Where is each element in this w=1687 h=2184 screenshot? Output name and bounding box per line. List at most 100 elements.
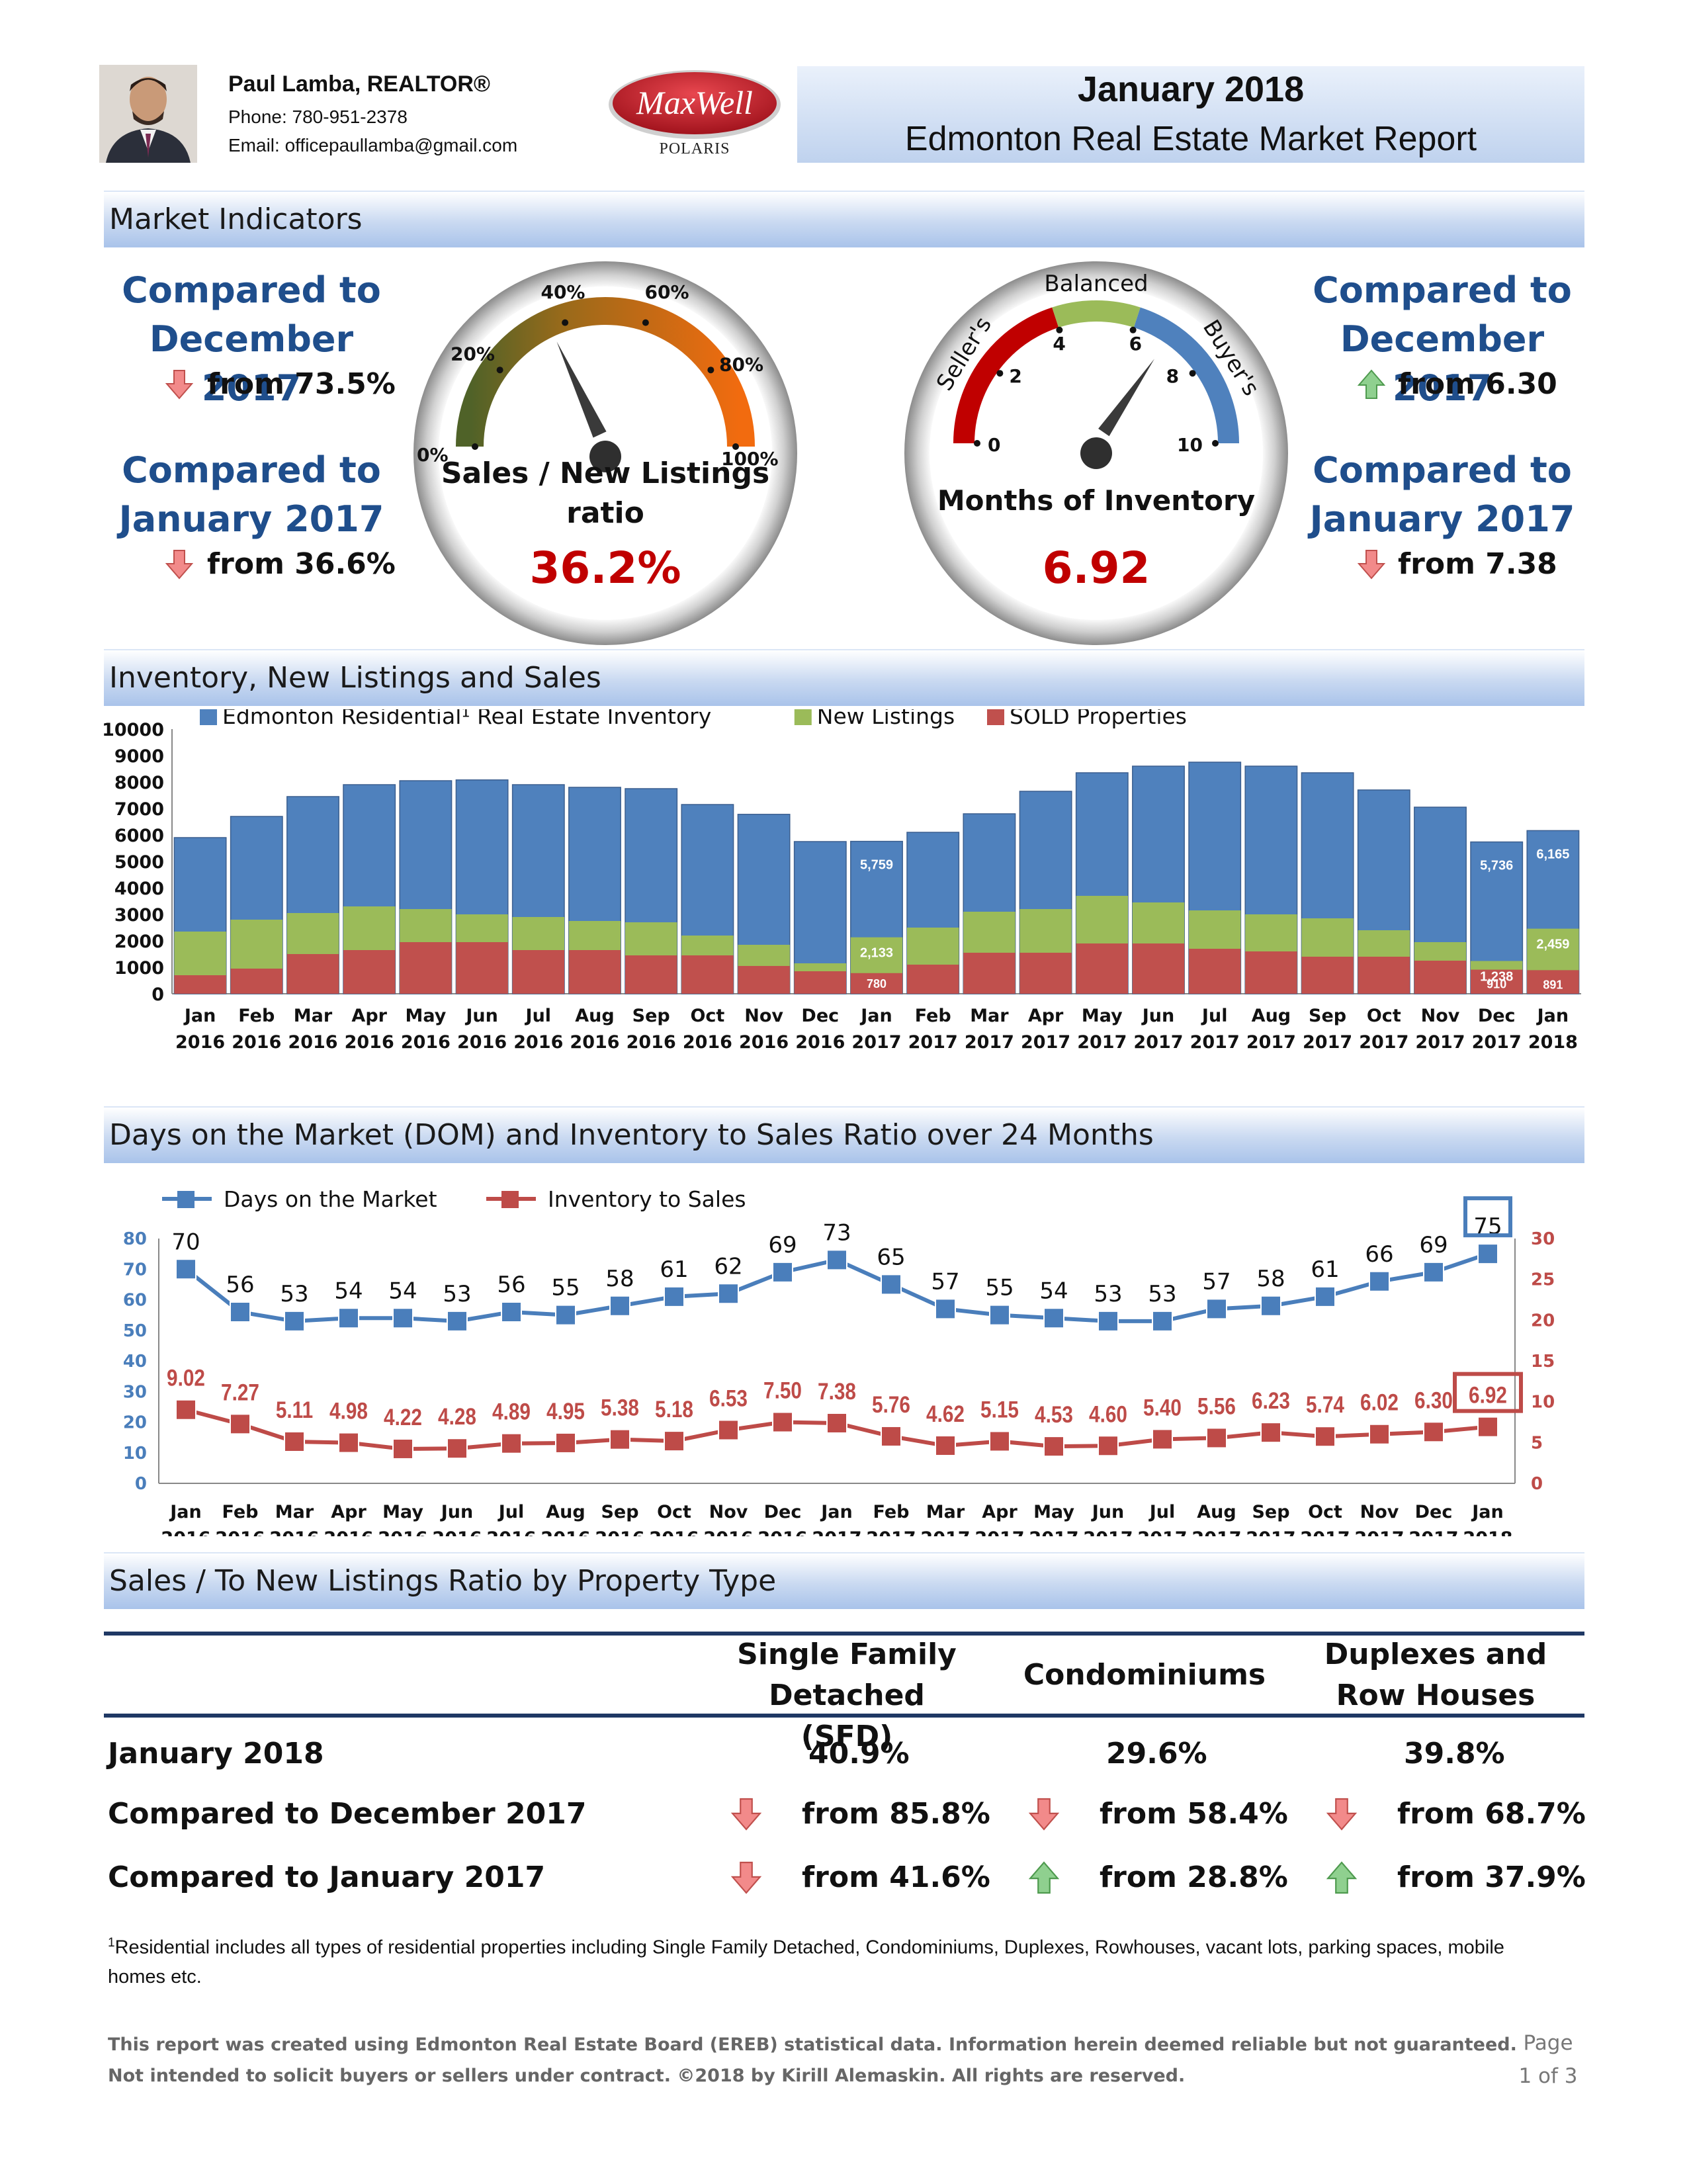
gauge1-needle xyxy=(556,341,607,438)
y-tick-label: 4000 xyxy=(114,879,164,899)
x-tick-month: Jan xyxy=(859,1006,892,1026)
ratio-point xyxy=(447,1438,468,1460)
ratio-point xyxy=(175,1399,196,1420)
gauge1-tick-label: 0% xyxy=(417,444,449,466)
dom-point xyxy=(1315,1286,1336,1307)
x-tick-month: Aug xyxy=(575,1006,614,1026)
sold-bar xyxy=(738,966,790,994)
gauge2-balanced-zone xyxy=(1052,300,1141,328)
y-tick-label: 10000 xyxy=(102,720,164,740)
arrow-up-icon xyxy=(1326,1861,1357,1894)
sold-data-label: 910 xyxy=(1487,978,1506,991)
x-tick-month: Mar xyxy=(926,1502,965,1522)
x-tick-month: Apr xyxy=(351,1006,387,1026)
x-tick-month: Dec xyxy=(1415,1502,1453,1522)
x-tick-year: 2016 xyxy=(345,1032,394,1053)
x-tick-month: Sep xyxy=(1309,1006,1346,1026)
ratio-point xyxy=(1206,1427,1227,1449)
footnote: 1Residential includes all types of resid… xyxy=(108,1929,1563,1991)
dom-point xyxy=(392,1307,413,1329)
x-tick-year: 2017 xyxy=(1133,1032,1183,1053)
dom-point xyxy=(1043,1307,1064,1329)
y-left-tick-label: 20 xyxy=(123,1413,147,1433)
dom-data-label: 61 xyxy=(1311,1256,1339,1283)
ratio-point xyxy=(555,1432,576,1454)
x-tick-year: 2016 xyxy=(683,1032,732,1053)
ratio-data-label: 6.23 xyxy=(1252,1388,1290,1414)
ratio-data-label: 6.92 xyxy=(1469,1382,1507,1408)
section-title: Inventory, New Listings and Sales xyxy=(109,661,601,695)
sold-bar xyxy=(400,942,452,994)
inventory-data-label: 5,759 xyxy=(860,858,893,873)
x-tick-month: Oct xyxy=(690,1006,724,1026)
ratio-data-label: 9.02 xyxy=(167,1366,205,1391)
x-tick-month: Jul xyxy=(525,1006,552,1026)
x-tick-year: 2017 xyxy=(1077,1032,1127,1053)
ratio-data-label: 5.76 xyxy=(872,1392,910,1418)
months-inventory-gauge: 0 2 4 6 8 10 Seller's Balanced Buyer's Months of… xyxy=(901,258,1291,648)
legend-swatch xyxy=(987,709,1004,725)
dom-data-label: 69 xyxy=(1419,1232,1448,1258)
dom-point xyxy=(772,1261,793,1283)
dom-data-label: 54 xyxy=(388,1278,417,1304)
sold-bar xyxy=(1189,949,1241,994)
x-tick-month: Feb xyxy=(238,1006,275,1026)
value-duplex-jan-2018: 39.8% xyxy=(1404,1737,1505,1770)
dom-data-label: 54 xyxy=(1039,1278,1068,1304)
x-tick-month: Feb xyxy=(915,1006,951,1026)
footnote-text: Residential includes all types of reside… xyxy=(108,1937,1504,1987)
dom-data-label: 69 xyxy=(768,1232,797,1258)
sold-bar xyxy=(850,973,903,994)
arrow-up-icon xyxy=(1029,1861,1059,1894)
dom-point xyxy=(230,1301,251,1323)
dom-point xyxy=(609,1295,630,1317)
ratio-point xyxy=(718,1419,739,1441)
x-tick-year: 2017 xyxy=(974,1528,1024,1536)
gauge1-tick-label: 40% xyxy=(541,281,585,303)
x-tick-month: Mar xyxy=(970,1006,1009,1026)
x-tick-month: Dec xyxy=(801,1006,839,1026)
gauge2-zone-label: Balanced xyxy=(1044,271,1148,297)
y-right-tick-label: 10 xyxy=(1531,1393,1555,1413)
x-tick-year: 2017 xyxy=(1408,1528,1458,1536)
x-tick-month: Nov xyxy=(744,1006,783,1026)
x-tick-month: Jun xyxy=(440,1502,474,1522)
y-left-tick-label: 70 xyxy=(123,1260,147,1280)
row-label-jan-2018: January 2018 xyxy=(108,1737,324,1770)
x-tick-year: 2017 xyxy=(1190,1032,1240,1053)
ratio-data-label: 5.40 xyxy=(1143,1395,1182,1420)
x-tick-month: Feb xyxy=(873,1502,910,1522)
footnote-marker: 1 xyxy=(108,1936,115,1950)
new-listings-data-label: 1,238 xyxy=(1480,969,1513,984)
x-tick-year: 2017 xyxy=(1083,1528,1133,1536)
ratio-data-label: 7.50 xyxy=(763,1377,802,1403)
gauge1-tick-label: 20% xyxy=(451,343,495,365)
indicator-left-prev-month-label: Compared to December 2017 xyxy=(122,269,381,409)
y-tick-label: 2000 xyxy=(114,932,164,952)
x-tick-month: Mar xyxy=(275,1502,314,1522)
ratio-data-label: 4.62 xyxy=(926,1401,965,1427)
gauge2-tick-dot xyxy=(1129,326,1137,333)
x-tick-month: Jul xyxy=(1201,1006,1228,1026)
ratio-point xyxy=(1315,1426,1336,1448)
x-tick-year: 2016 xyxy=(175,1032,225,1053)
x-tick-year: 2016 xyxy=(649,1528,699,1536)
x-tick-year: 2016 xyxy=(378,1528,427,1536)
ratio-data-label: 7.27 xyxy=(221,1379,259,1405)
value-condo-jan-2018: 29.6% xyxy=(1106,1737,1207,1770)
section-title: Sales / To New Listings Ratio by Propert… xyxy=(109,1564,777,1598)
value-sfd-jan-2018: 40.9% xyxy=(808,1737,910,1770)
ratio-data-label: 5.15 xyxy=(980,1397,1019,1422)
sold-bar xyxy=(1076,943,1128,994)
gauge1-title-line1: Sales / New Listings xyxy=(441,457,770,490)
ratio-point xyxy=(392,1438,413,1460)
dom-line-chart: 0 10 20 30 40 50 60 70 80 0 5 10 15 20 25 30 Jan 2016 Feb 2… xyxy=(123,1186,1555,1536)
x-tick-month: Dec xyxy=(1478,1006,1516,1026)
brand-name: MaxWell xyxy=(636,84,753,121)
ratio-data-label: 5.11 xyxy=(276,1397,313,1423)
x-tick-year: 2016 xyxy=(703,1528,753,1536)
legend-swatch xyxy=(794,709,812,725)
value-duplex-vs-jan-2017: from 37.9% xyxy=(1397,1860,1586,1894)
x-tick-year: 2016 xyxy=(795,1032,845,1053)
x-tick-month: Sep xyxy=(632,1006,670,1026)
